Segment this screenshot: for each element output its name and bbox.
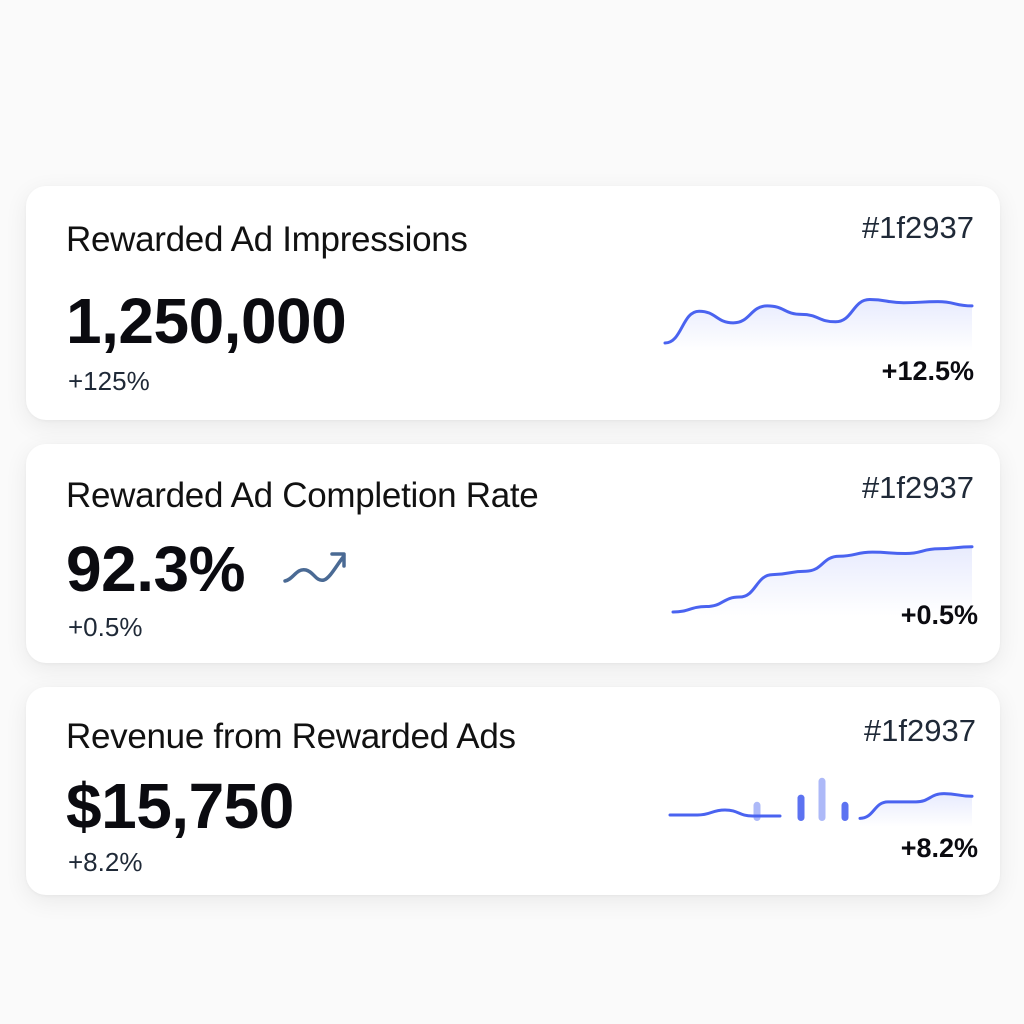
metric-value: 92.3% (66, 533, 245, 605)
trend-up-icon (283, 552, 346, 583)
color-code: #1f2937 (861, 210, 974, 245)
metric-change: +0.5% (68, 612, 143, 642)
sparkline-line (671, 545, 974, 614)
card-title: Revenue from Rewarded Ads (66, 717, 516, 756)
metric-card-completion-rate: Rewarded Ad Completion Rate #1f2937 92.3… (26, 444, 1000, 663)
sparkline-bar (841, 801, 849, 821)
card-title: Rewarded Ad Impressions (66, 220, 468, 259)
delta-label: +12.5% (881, 356, 974, 386)
sparkline-line (858, 792, 974, 820)
metric-card-impressions: Rewarded Ad Impressions #1f2937 1,250,00… (26, 186, 1000, 420)
sparkline-area (860, 793, 972, 827)
color-code: #1f2937 (863, 713, 976, 748)
sparkline-bar (753, 801, 761, 821)
sparkline-area (665, 299, 972, 351)
sparkline-line (663, 298, 974, 345)
card-title: Rewarded Ad Completion Rate (66, 476, 539, 515)
sparkline-chart (663, 298, 974, 351)
metric-value: $15,750 (66, 770, 294, 842)
metric-change: +8.2% (68, 847, 143, 877)
metric-value: 1,250,000 (66, 285, 347, 357)
delta-label: +0.5% (900, 600, 978, 630)
sparkline-bar (797, 794, 805, 821)
sparkline-chart (668, 777, 974, 827)
sparkline-line (668, 808, 782, 818)
metric-change: +125% (68, 366, 150, 396)
delta-label: +8.2% (900, 833, 978, 863)
sparkline-bar (818, 777, 826, 821)
color-code: #1f2937 (861, 470, 974, 505)
metric-card-revenue: Revenue from Rewarded Ads #1f2937 $15,75… (26, 687, 1000, 895)
sparkline-chart (671, 545, 974, 616)
sparkline-area (673, 546, 972, 616)
